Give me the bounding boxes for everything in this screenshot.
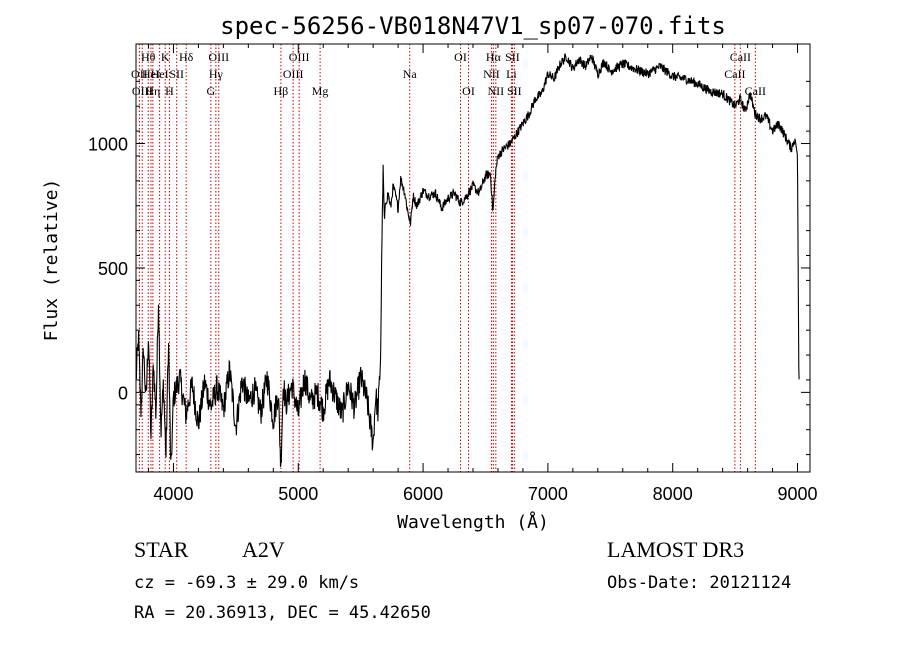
- line-label-28: CaII: [745, 84, 766, 98]
- y-tick-label-0: 0: [118, 383, 128, 403]
- line-label-5: HeI: [151, 67, 169, 81]
- line-label-11: Hγ: [209, 67, 224, 81]
- line-label-27: CaII: [730, 50, 751, 64]
- line-label-8: SII: [169, 67, 184, 81]
- x-axis-ticks: 4000 5000 6000 7000 8000 9000: [147, 44, 818, 504]
- coordinates: RA = 20.36913, DEC = 45.42650: [134, 603, 431, 623]
- observation-date: Obs-Date: 20121124: [607, 573, 792, 593]
- x-tick-label-3: 7000: [528, 484, 568, 504]
- y-tick-label-2: 1000: [88, 135, 128, 155]
- line-label-24: SII: [505, 50, 520, 64]
- line-label-7: H: [165, 84, 174, 98]
- chart-title: spec-56256-VB018N47V1_sp07-070.fits: [220, 12, 726, 40]
- line-label-2: Hθ: [141, 50, 156, 64]
- y-axis-ticks: 0 500 1000: [88, 80, 810, 456]
- line-label-20: NII: [483, 67, 500, 81]
- x-tick-label-4: 8000: [653, 484, 693, 504]
- line-label-10: G: [207, 84, 216, 98]
- spectral-line-markers: [138, 44, 756, 472]
- object-class: STAR: [134, 537, 189, 562]
- line-label-6: K: [161, 50, 170, 64]
- y-tick-label-1: 500: [98, 259, 128, 279]
- line-label-22: NII: [488, 84, 505, 98]
- spectral-type: A2V: [242, 537, 285, 562]
- line-label-17: Na: [403, 67, 418, 81]
- redshift-velocity: cz = -69.3 ± 29.0 km/s: [134, 573, 360, 593]
- line-label-9: Hδ: [179, 50, 194, 64]
- x-axis-label: Wavelength (Å): [397, 511, 549, 533]
- line-label-12: OIII: [208, 50, 229, 64]
- line-label-23: Li: [506, 67, 517, 81]
- line-label-4: Hη: [145, 84, 160, 98]
- line-label-15: OIII: [289, 50, 310, 64]
- line-label-19: OI: [462, 84, 475, 98]
- x-tick-label-2: 6000: [403, 484, 443, 504]
- line-label-26: CaII: [724, 67, 745, 81]
- line-label-0: OII: [131, 67, 148, 81]
- line-label-21: Hα: [486, 50, 502, 64]
- line-label-13: Hβ: [274, 84, 289, 98]
- line-label-14: OIII: [283, 67, 304, 81]
- line-label-1: OIII: [132, 84, 153, 98]
- x-tick-label-0: 4000: [153, 484, 193, 504]
- y-axis-label: Flux (relative): [41, 179, 62, 342]
- survey-name: LAMOST DR3: [607, 537, 745, 562]
- line-label-16: Mg: [312, 84, 329, 98]
- flux-series-line: [135, 53, 800, 467]
- spectral-line-labels: OIIOIIIHθHeIHηHeIKHSIIHδGHγOIIIHβOIIIOII…: [131, 50, 766, 98]
- line-label-3: HeI: [142, 67, 160, 81]
- line-label-18: OI: [454, 50, 467, 64]
- line-label-25: SII: [507, 84, 522, 98]
- x-tick-label-1: 5000: [278, 484, 318, 504]
- x-tick-label-5: 9000: [777, 484, 817, 504]
